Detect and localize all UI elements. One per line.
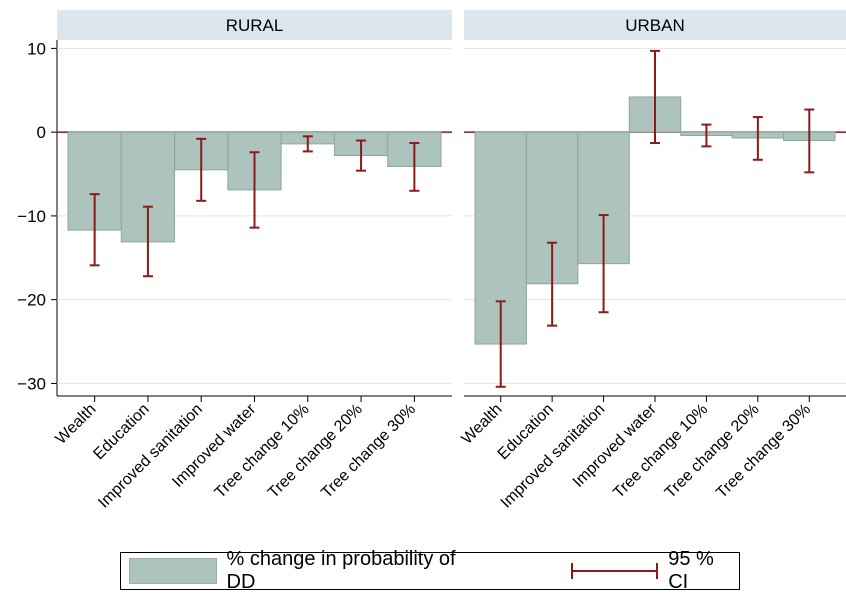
panel-title: RURAL xyxy=(226,16,284,35)
y-tick-label: 0 xyxy=(37,123,46,142)
y-tick-label: −20 xyxy=(17,291,46,310)
x-tick-label: Tree change 20% xyxy=(265,401,366,502)
x-tick-label: Tree change 10% xyxy=(610,401,711,502)
y-tick-label: −30 xyxy=(17,374,46,393)
legend-bar-label: % change in probability of DD xyxy=(226,548,456,593)
legend-ci-swatch xyxy=(570,563,659,579)
x-tick-label: Wealth xyxy=(52,401,99,448)
legend: % change in probability of DD 95 % CI xyxy=(120,548,740,593)
legend-bar-swatch xyxy=(129,558,217,584)
x-tick-label: Improved sanitation xyxy=(95,401,206,512)
chart-svg: 100−10−20−30RURALWealthEducationImproved… xyxy=(17,10,846,512)
panel-strip xyxy=(57,10,452,40)
y-tick-label: −10 xyxy=(17,207,46,226)
x-tick-label: Tree change 30% xyxy=(318,401,419,502)
x-tick-label: Tree change 30% xyxy=(713,401,814,502)
legend-ci-label: 95 % CI xyxy=(668,548,714,593)
x-tick-label: Tree change 10% xyxy=(212,401,313,502)
panel-strip xyxy=(464,10,846,40)
x-tick-label: Wealth xyxy=(459,401,506,448)
x-tick-label: Tree change 20% xyxy=(662,401,763,502)
y-tick-label: 10 xyxy=(27,39,46,58)
panel-title: URBAN xyxy=(625,16,685,35)
